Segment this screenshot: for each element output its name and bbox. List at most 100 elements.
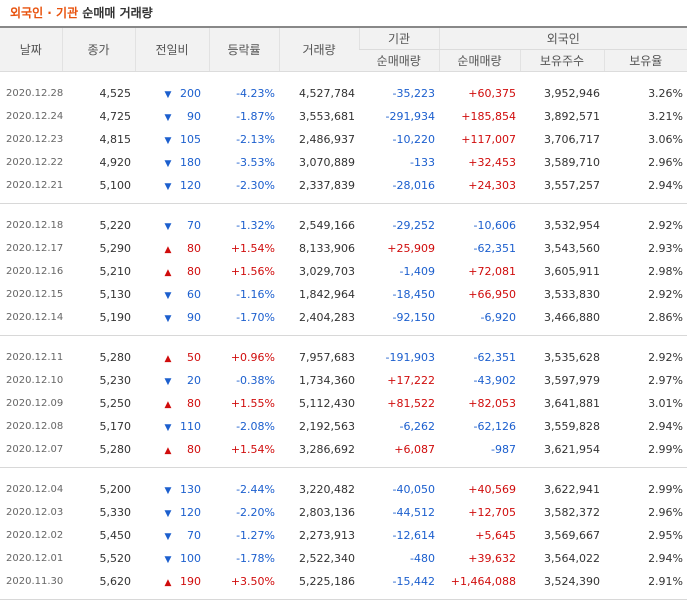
cell-close: 5,250 — [99, 397, 132, 410]
cell-volume: 3,029,703 — [299, 265, 355, 278]
cell-close: 5,330 — [99, 506, 132, 519]
panel-title-rest: 순매매 거래량 — [78, 6, 153, 20]
cell-rate: -1.78% — [236, 552, 275, 565]
col-date: 날짜 — [0, 27, 62, 72]
cell-date: 2020.12.14 — [6, 312, 64, 323]
triangle-up-icon: ▲ — [164, 578, 172, 588]
cell-inst-net: -10,220 — [392, 133, 435, 146]
cell-inst-net: -133 — [410, 156, 435, 169]
cell-frgn-ratio: 3.21% — [648, 110, 684, 123]
group-spacer — [0, 336, 687, 347]
col-frgn-ratio: 보유율 — [603, 49, 687, 72]
cell-date: 2020.12.17 — [6, 243, 64, 254]
cell-volume: 2,549,166 — [299, 219, 355, 232]
cell-date: 2020.12.15 — [6, 289, 64, 300]
cell-close: 5,190 — [99, 311, 132, 324]
cell-date: 2020.12.10 — [6, 375, 64, 386]
change-value: 80 — [187, 443, 201, 456]
table-header: 날짜 종가 전일비 등락률 거래량 기관 외국인 순매매량 순매매량 보유주수 … — [0, 27, 687, 72]
cell-frgn-hold: 3,535,628 — [544, 351, 600, 364]
cell-close: 4,525 — [99, 87, 132, 100]
cell-inst-net: -92,150 — [392, 311, 435, 324]
table-row: 2020.12.22 4,920 ▼ 180 -3.53% 3,070,889 -133 +3… — [0, 151, 687, 174]
group-spacer — [0, 72, 687, 83]
cell-rate: +1.55% — [230, 397, 275, 410]
cell-close: 5,520 — [99, 552, 132, 565]
cell-frgn-hold: 3,706,717 — [544, 133, 600, 146]
cell-frgn-ratio: 2.94% — [648, 179, 684, 192]
cell-rate: -2.30% — [236, 179, 275, 192]
cell-volume: 4,527,784 — [299, 87, 355, 100]
cell-date: 2020.12.11 — [6, 352, 64, 363]
change-value: 60 — [187, 288, 201, 301]
divider-cell — [0, 197, 687, 204]
cell-inst-net: -480 — [410, 552, 435, 565]
cell-inst-net: -28,016 — [392, 179, 435, 192]
change-value: 180 — [180, 156, 201, 169]
change-value: 80 — [187, 242, 201, 255]
cell-volume: 7,957,683 — [299, 351, 355, 364]
cell-frgn-net: +72,081 — [468, 265, 516, 278]
cell-inst-net: -40,050 — [392, 483, 435, 496]
cell-rate: -1.16% — [236, 288, 275, 301]
cell-frgn-ratio: 2.91% — [648, 575, 684, 588]
triangle-down-icon: ▼ — [164, 136, 172, 146]
cell-volume: 5,225,186 — [299, 575, 355, 588]
cell-rate: -1.87% — [236, 110, 275, 123]
cell-frgn-ratio: 2.92% — [648, 351, 684, 364]
table-row: 2020.12.17 5,290 ▲ 80 +1.54% 8,133,906 +25,909… — [0, 237, 687, 260]
cell-close: 5,620 — [99, 575, 132, 588]
cell-date: 2020.12.28 — [6, 88, 64, 99]
spacer-cell — [0, 336, 687, 347]
cell-rate: -2.08% — [236, 420, 275, 433]
col-frgn-hold: 보유주수 — [519, 49, 604, 72]
cell-close: 5,220 — [99, 219, 132, 232]
cell-frgn-hold: 3,564,022 — [544, 552, 600, 565]
cell-rate: -2.20% — [236, 506, 275, 519]
table-row: 2020.11.30 5,620 ▲ 190 +3.50% 5,225,186 -15,44… — [0, 570, 687, 593]
cell-frgn-net: +39,632 — [468, 552, 516, 565]
cell-frgn-hold: 3,524,390 — [544, 575, 600, 588]
divider-cell — [0, 461, 687, 468]
cell-frgn-hold: 3,569,667 — [544, 529, 600, 542]
change-value: 70 — [187, 529, 201, 542]
cell-volume: 2,273,913 — [299, 529, 355, 542]
cell-change: ▲ 80 — [135, 438, 209, 461]
cell-date: 2020.12.22 — [6, 157, 64, 168]
cell-frgn-ratio: 2.95% — [648, 529, 684, 542]
cell-frgn-ratio: 2.98% — [648, 265, 684, 278]
cell-volume: 2,522,340 — [299, 552, 355, 565]
cell-close: 5,290 — [99, 242, 132, 255]
cell-close: 4,725 — [99, 110, 132, 123]
cell-inst-net: -44,512 — [392, 506, 435, 519]
triangle-up-icon: ▲ — [164, 268, 172, 278]
cell-date: 2020.12.23 — [6, 134, 64, 145]
cell-date: 2020.12.03 — [6, 507, 64, 518]
cell-change: ▲ 80 — [135, 260, 209, 283]
cell-frgn-ratio: 2.86% — [648, 311, 684, 324]
change-value: 50 — [187, 351, 201, 364]
cell-volume: 1,734,360 — [299, 374, 355, 387]
table-row: 2020.12.02 5,450 ▼ 70 -1.27% 2,273,913 -12,614… — [0, 524, 687, 547]
cell-date: 2020.12.07 — [6, 444, 64, 455]
cell-change: ▲ 80 — [135, 237, 209, 260]
col-inst-net: 순매매량 — [359, 49, 439, 72]
cell-frgn-net: +117,007 — [461, 133, 516, 146]
cell-inst-net: -291,934 — [385, 110, 435, 123]
cell-date: 2020.12.18 — [6, 220, 64, 231]
table-row: 2020.12.11 5,280 ▲ 50 +0.96% 7,957,683 -191,90… — [0, 346, 687, 369]
cell-close: 5,200 — [99, 483, 132, 496]
col-group-foreign: 외국인 — [438, 27, 687, 50]
change-value: 90 — [187, 311, 201, 324]
cell-frgn-ratio: 2.96% — [648, 156, 684, 169]
divider-cell — [0, 593, 687, 600]
spacer-cell — [0, 468, 687, 479]
cell-frgn-hold: 3,597,979 — [544, 374, 600, 387]
cell-rate: -2.44% — [236, 483, 275, 496]
cell-volume: 5,112,430 — [299, 397, 355, 410]
triangle-down-icon: ▼ — [164, 90, 172, 100]
cell-rate: +1.56% — [230, 265, 275, 278]
cell-date: 2020.11.30 — [6, 576, 64, 587]
cell-frgn-ratio: 2.96% — [648, 506, 684, 519]
cell-frgn-hold: 3,621,954 — [544, 443, 600, 456]
